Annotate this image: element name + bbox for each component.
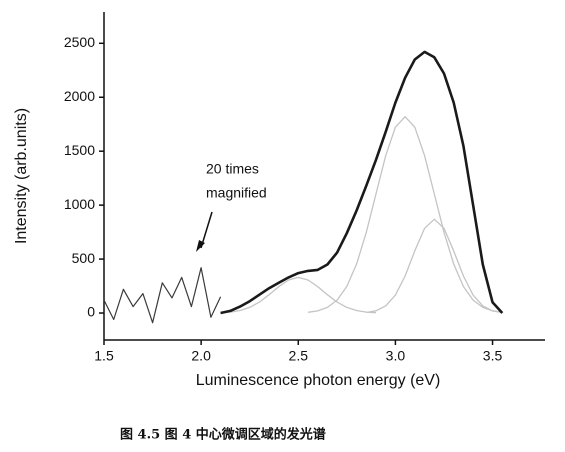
series-line	[220, 50, 504, 315]
y-tick-label: 1500	[64, 142, 95, 158]
y-tick-label: 0	[87, 304, 95, 320]
y-tick-label: 2500	[64, 34, 95, 50]
series-line	[307, 116, 503, 313]
y-axis-title: Intensity (arb.units)	[13, 108, 30, 244]
annotation: magnified	[206, 185, 267, 201]
annotation-arrowhead	[196, 240, 205, 252]
annotation: 20 times	[206, 161, 259, 177]
x-tick-label: 3.5	[483, 348, 503, 364]
y-tick-label: 1000	[64, 196, 95, 212]
x-tick-label: 2.5	[289, 348, 309, 364]
x-tick-label: 2.0	[191, 348, 211, 364]
series-line	[366, 218, 503, 314]
series-line	[103, 267, 222, 324]
x-axis-title: Luminescence photon energy (eV)	[196, 372, 441, 389]
x-tick-label: 1.5	[94, 348, 114, 364]
x-tick-label: 3.0	[386, 348, 406, 364]
series-line	[220, 276, 377, 314]
y-tick-label: 500	[72, 250, 96, 266]
caption: 图 4.5 图 4 中心微调区域的发光谱	[120, 427, 326, 443]
y-tick-label: 2000	[64, 88, 95, 104]
